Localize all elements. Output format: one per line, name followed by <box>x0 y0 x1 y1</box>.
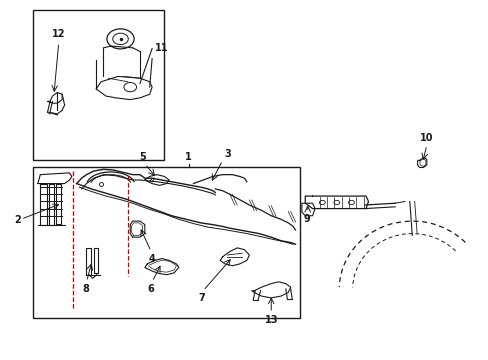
Text: 12: 12 <box>52 28 65 39</box>
Text: 1: 1 <box>185 152 192 162</box>
Text: 6: 6 <box>147 284 154 294</box>
Text: 13: 13 <box>264 315 277 325</box>
Text: 4: 4 <box>148 254 155 264</box>
Text: 9: 9 <box>303 214 309 224</box>
Text: 8: 8 <box>82 284 89 294</box>
Text: 5: 5 <box>139 152 145 162</box>
Text: 3: 3 <box>224 149 230 158</box>
Text: 10: 10 <box>419 133 433 143</box>
Text: 2: 2 <box>14 215 21 225</box>
Text: 7: 7 <box>198 293 204 303</box>
Text: 11: 11 <box>154 43 168 53</box>
Bar <box>33 10 164 160</box>
Bar <box>33 167 300 318</box>
